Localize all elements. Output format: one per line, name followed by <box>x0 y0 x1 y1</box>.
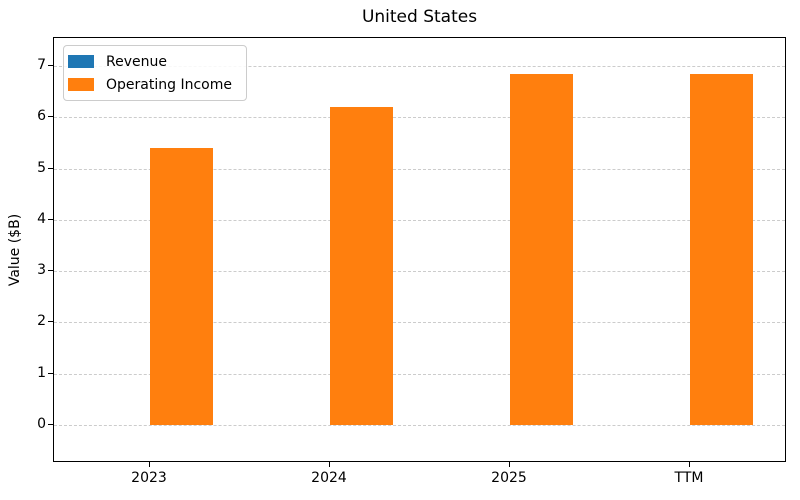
legend-item-operating-income: Operating Income <box>68 73 232 96</box>
x-tick-label-2025: 2025 <box>491 470 527 486</box>
y-tick-label: 7 <box>37 57 46 73</box>
gridline-y-1 <box>54 374 785 375</box>
x-tick-mark <box>689 462 690 467</box>
y-tick-label: 2 <box>37 313 46 329</box>
y-tick-label: 4 <box>37 211 46 227</box>
bar-operating-income-2024 <box>330 107 393 425</box>
x-tick-mark <box>509 462 510 467</box>
y-tick-label: 0 <box>37 416 46 432</box>
x-tick-label-2023: 2023 <box>131 470 167 486</box>
chart-title: United States <box>361 7 478 27</box>
gridline-y-2 <box>54 322 785 323</box>
y-tick-label: 6 <box>37 108 46 124</box>
y-tick-mark <box>48 270 53 271</box>
legend-label-revenue: Revenue <box>106 53 167 70</box>
legend-label-operating-income: Operating Income <box>106 76 232 93</box>
bar-operating-income-ttm <box>690 74 753 425</box>
y-tick-label: 5 <box>37 160 46 176</box>
plot-area: Revenue Operating Income <box>53 37 786 462</box>
y-tick-mark <box>48 116 53 117</box>
y-tick-label: 1 <box>37 365 46 381</box>
legend-swatch-revenue <box>68 55 94 68</box>
gridline-y-0 <box>54 425 785 426</box>
y-tick-mark <box>48 373 53 374</box>
bar-operating-income-2023 <box>150 148 213 425</box>
bar-operating-income-2025 <box>510 74 573 425</box>
legend-swatch-operating-income <box>68 78 94 91</box>
x-tick-mark <box>329 462 330 467</box>
gridline-y-3 <box>54 271 785 272</box>
x-tick-label-2024: 2024 <box>311 470 347 486</box>
legend-item-revenue: Revenue <box>68 50 232 73</box>
gridline-y-6 <box>54 117 785 118</box>
y-tick-mark <box>48 65 53 66</box>
x-tick-label-ttm: TTM <box>674 470 704 486</box>
y-tick-mark <box>48 168 53 169</box>
legend: Revenue Operating Income <box>63 45 247 101</box>
y-tick-mark <box>48 321 53 322</box>
x-tick-mark <box>149 462 150 467</box>
gridline-y-5 <box>54 169 785 170</box>
y-tick-label: 3 <box>37 262 46 278</box>
y-tick-mark <box>48 219 53 220</box>
y-tick-mark <box>48 424 53 425</box>
gridline-y-7 <box>54 66 785 67</box>
gridline-y-4 <box>54 220 785 221</box>
